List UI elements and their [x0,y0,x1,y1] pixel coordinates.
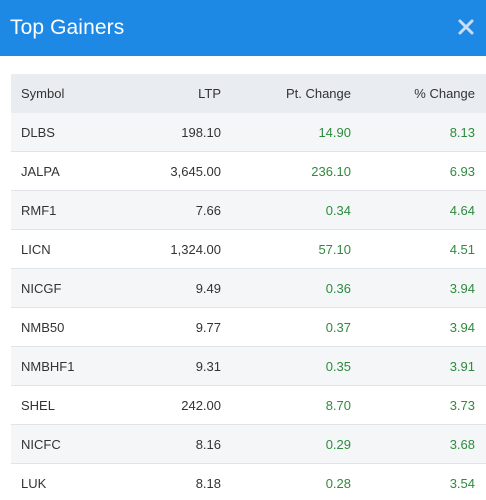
column-header-symbol[interactable]: Symbol [21,86,65,101]
table-row[interactable]: NICFC 8.16 0.29 3.68 [11,424,486,464]
column-header-pt-change[interactable]: Pt. Change [285,86,351,101]
table-row[interactable]: LICN 1,324.00 57.10 4.51 [11,229,486,269]
pct-change-cell: 4.51 [351,229,486,269]
gainers-table-container: Symbol LTP Pt. Change % Change DLBS 198.… [11,74,486,500]
modal-title: Top Gainers [10,16,125,39]
ltp-cell: 198.10 [181,124,221,140]
ltp-cell: 242.00 [121,385,221,425]
pt-change-cell: 0.29 [221,424,351,464]
pct-change-cell: 3.54 [351,463,486,500]
ltp-cell: 7.66 [121,190,221,230]
pt-change-cell: 0.34 [221,190,351,230]
ltp-cell: 9.49 [121,268,221,308]
gainers-table: Symbol LTP Pt. Change % Change DLBS 198.… [11,74,486,500]
symbol-cell[interactable]: LUK [11,463,121,500]
ltp-cell: 9.31 [121,346,221,386]
table-row[interactable]: SHEL 242.00 8.70 3.73 [11,385,486,425]
table-header-row: Symbol LTP Pt. Change % Change [11,74,486,113]
ltp-cell: 8.16 [121,424,221,464]
table-row[interactable]: NMB50 9.77 0.37 3.94 [11,307,486,347]
symbol-cell[interactable]: RMF1 [11,190,121,230]
pct-change-cell: 3.73 [351,385,486,425]
pt-change-cell: 14.90 [318,124,351,140]
pt-change-cell: 0.35 [221,346,351,386]
column-header-ltp[interactable]: LTP [198,86,221,101]
symbol-cell[interactable]: NICGF [11,268,121,308]
pt-change-cell: 0.37 [221,307,351,347]
close-icon[interactable] [456,17,476,37]
table-row[interactable]: NICGF 9.49 0.36 3.94 [11,268,486,308]
pt-change-cell: 8.70 [221,385,351,425]
pt-change-cell: 0.36 [221,268,351,308]
pct-change-cell: 3.68 [351,424,486,464]
ltp-cell: 8.18 [121,463,221,500]
pt-change-cell: 236.10 [221,151,351,191]
ltp-cell: 1,324.00 [121,229,221,269]
pct-change-cell: 8.13 [449,124,475,140]
table-row[interactable]: JALPA 3,645.00 236.10 6.93 [11,151,486,191]
ltp-cell: 3,645.00 [121,151,221,191]
table-row[interactable]: RMF1 7.66 0.34 4.64 [11,190,486,230]
pt-change-cell: 0.28 [221,463,351,500]
symbol-cell[interactable]: DLBS [21,124,55,140]
column-header-pct-change[interactable]: % Change [414,86,475,101]
pct-change-cell: 3.94 [351,307,486,347]
pct-change-cell: 4.64 [351,190,486,230]
symbol-cell[interactable]: NMB50 [11,307,121,347]
modal-header: Top Gainers [0,0,486,56]
ltp-cell: 9.77 [121,307,221,347]
symbol-cell[interactable]: JALPA [11,151,121,191]
table-row[interactable]: NMBHF1 9.31 0.35 3.91 [11,346,486,386]
symbol-cell[interactable]: SHEL [11,385,121,425]
table-row[interactable]: LUK 8.18 0.28 3.54 [11,463,486,500]
pct-change-cell: 6.93 [351,151,486,191]
symbol-cell[interactable]: NICFC [11,424,121,464]
table-row[interactable]: DLBS 198.10 14.90 8.13 [11,113,486,152]
symbol-cell[interactable]: NMBHF1 [11,346,121,386]
pct-change-cell: 3.91 [351,346,486,386]
symbol-cell[interactable]: LICN [11,229,121,269]
pct-change-cell: 3.94 [351,268,486,308]
pt-change-cell: 57.10 [221,229,351,269]
